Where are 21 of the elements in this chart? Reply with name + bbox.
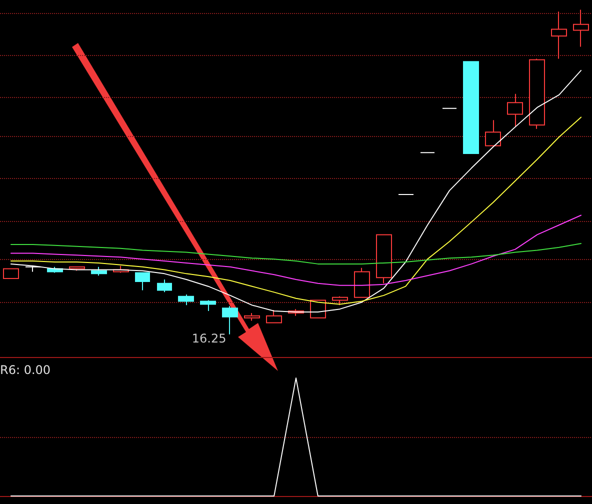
candlestick	[266, 310, 282, 324]
candlestick	[529, 58, 545, 130]
candlestick	[354, 267, 370, 298]
candlestick	[91, 266, 107, 276]
text: R6: 0.00	[0, 363, 51, 377]
candlestick	[244, 312, 260, 322]
candlestick	[3, 268, 19, 280]
candlestick	[69, 266, 85, 272]
candlestick	[376, 234, 392, 284]
candlestick	[485, 120, 501, 146]
candlestick	[573, 9, 589, 48]
candlestick	[135, 272, 150, 291]
annotation: 16.25	[192, 331, 226, 346]
candlestick	[463, 61, 479, 154]
candlestick	[507, 93, 523, 128]
candlestick	[157, 279, 172, 293]
candlestick	[178, 294, 194, 306]
candlestick	[332, 296, 348, 306]
candlestick	[551, 11, 567, 60]
candlestick	[25, 265, 41, 272]
candlestick	[200, 300, 216, 312]
